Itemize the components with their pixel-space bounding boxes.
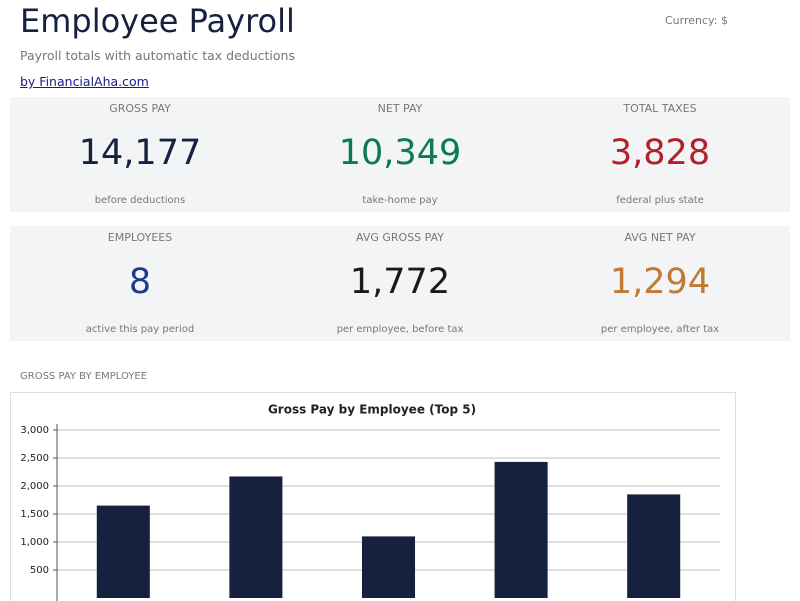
kpi-row: EMPLOYEES 8 active this pay period AVG GROS… — [10, 226, 790, 341]
kpi-note: per employee, after tax — [600, 324, 720, 335]
bar — [96, 505, 150, 598]
kpi-note: federal plus state — [616, 195, 704, 206]
source-link[interactable]: by FinancialAha.com — [20, 74, 149, 89]
y-tick-label: 1,000 — [20, 537, 49, 548]
section-title: GROSS PAY BY EMPLOYEE — [20, 371, 148, 382]
kpi-label: NET PAY — [377, 102, 423, 115]
kpi-value: 10,349 — [338, 133, 462, 173]
kpi-label: TOTAL TAXES — [623, 102, 697, 115]
kpi-label: EMPLOYEES — [107, 231, 173, 244]
kpi-value: 3,828 — [609, 133, 711, 173]
kpi-value: 1,294 — [609, 262, 711, 302]
kpi-note: before deductions — [94, 195, 186, 206]
kpi-label: AVG NET PAY — [624, 231, 696, 244]
bar — [494, 461, 548, 598]
kpi-row: GROSS PAY 14,177 before deductions NET PAY 1… — [10, 97, 790, 212]
kpi-note: active this pay period — [85, 324, 195, 335]
kpi-label: GROSS PAY — [109, 102, 171, 115]
chart-title: Gross Pay by Employee (Top 5) — [268, 403, 476, 417]
y-tick-label: 3,000 — [20, 425, 49, 436]
bar — [229, 476, 283, 598]
subtitle: Payroll totals with automatic tax deduct… — [20, 48, 295, 63]
kpi-card: EMPLOYEES 8 active this pay period — [10, 226, 270, 341]
kpi-value: 14,177 — [78, 133, 202, 173]
y-tick-label: 500 — [30, 565, 49, 576]
kpi-value: 8 — [128, 262, 152, 302]
y-tick-label: 2,500 — [20, 453, 49, 464]
bar — [361, 536, 416, 598]
kpi-value: 1,772 — [349, 262, 451, 302]
kpi-label: AVG GROSS PAY — [356, 231, 444, 244]
kpi-card: TOTAL TAXES 3,828 federal plus state — [530, 97, 790, 212]
kpi-note: take-home pay — [362, 195, 438, 206]
page-title: Employee Payroll — [20, 2, 295, 40]
y-tick-label: 1,500 — [20, 509, 49, 520]
kpi-card: NET PAY 10,349 take-home pay — [270, 97, 530, 212]
currency: Currency: $ — [665, 14, 728, 27]
kpi-card: AVG GROSS PAY 1,772 per employee, before t… — [270, 226, 530, 341]
bar — [627, 494, 681, 598]
kpi-card: AVG NET PAY 1,294 per employee, after tax — [530, 226, 790, 341]
y-tick-label: 2,000 — [20, 481, 49, 492]
kpi-note: per employee, before tax — [336, 324, 464, 335]
chart: Gross Pay by Employee (Top 5) 500 1,000 1,… — [10, 392, 736, 601]
kpi-card: GROSS PAY 14,177 before deductions — [10, 97, 270, 212]
